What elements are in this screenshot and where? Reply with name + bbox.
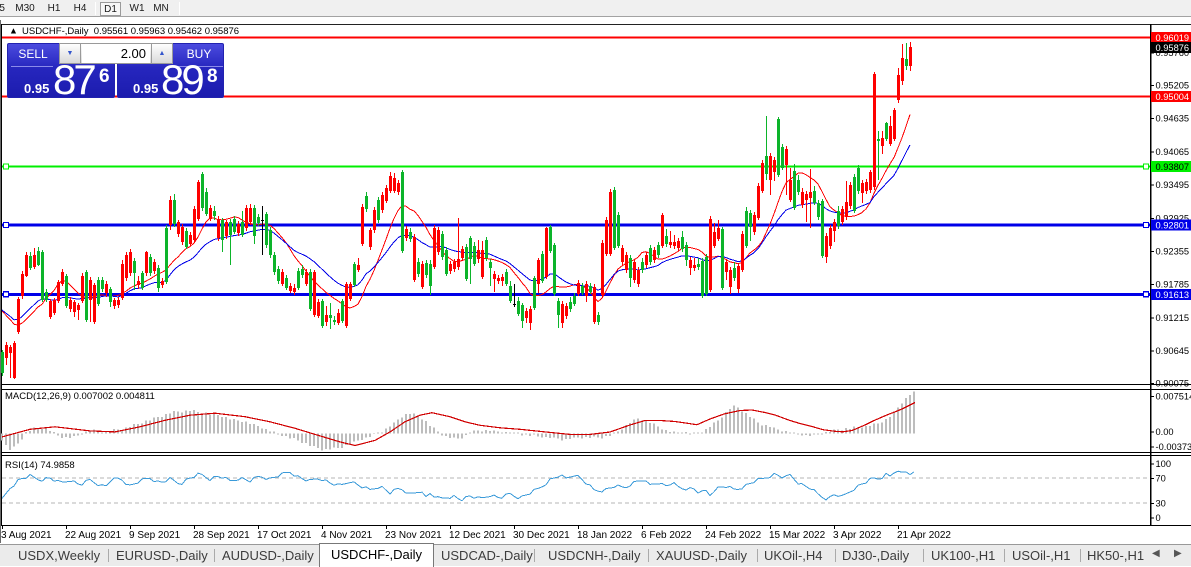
svg-text:0.94635: 0.94635 (1156, 114, 1190, 124)
svg-text:24 Feb 2022: 24 Feb 2022 (705, 530, 762, 541)
svg-text:0.96019: 0.96019 (1156, 33, 1190, 43)
svg-text:23 Nov 2021: 23 Nov 2021 (385, 530, 442, 541)
svg-text:6 Feb 2022: 6 Feb 2022 (641, 530, 692, 541)
svg-text:0.91785: 0.91785 (1156, 280, 1190, 290)
svg-text:28 Sep 2021: 28 Sep 2021 (193, 530, 250, 541)
svg-text:0.92355: 0.92355 (1156, 247, 1190, 257)
svg-text:12 Dec 2021: 12 Dec 2021 (449, 530, 506, 541)
svg-text:0.91215: 0.91215 (1156, 313, 1190, 323)
svg-text:USDCHF-,Daily 0.95561 0.95963: USDCHF-,Daily 0.95561 0.95963 0.95462 0.… (22, 26, 239, 37)
svg-text:21 Apr 2022: 21 Apr 2022 (897, 530, 951, 541)
svg-text:100: 100 (1156, 459, 1172, 469)
svg-text:0.90645: 0.90645 (1156, 346, 1190, 356)
svg-text:0.93807: 0.93807 (1156, 162, 1190, 172)
svg-text:30 Dec 2021: 30 Dec 2021 (513, 530, 570, 541)
svg-text:0.94065: 0.94065 (1156, 147, 1190, 157)
svg-text:-0.00373: -0.00373 (1156, 442, 1191, 452)
svg-text:30: 30 (1156, 499, 1166, 509)
svg-text:70: 70 (1156, 474, 1166, 484)
svg-text:9 Sep 2021: 9 Sep 2021 (129, 530, 181, 541)
svg-text:0.90075: 0.90075 (1156, 379, 1190, 389)
svg-text:0: 0 (1156, 513, 1161, 523)
svg-text:3 Aug 2021: 3 Aug 2021 (1, 530, 52, 541)
svg-text:15 Mar 2022: 15 Mar 2022 (769, 530, 826, 541)
svg-text:0.92801: 0.92801 (1156, 221, 1190, 231)
svg-text:MACD(12,26,9) 0.007002 0.00481: MACD(12,26,9) 0.007002 0.004811 (5, 391, 155, 402)
svg-text:RSI(14) 74.9858: RSI(14) 74.9858 (5, 460, 75, 471)
svg-text:▲: ▲ (9, 26, 18, 36)
svg-text:0.95004: 0.95004 (1156, 92, 1190, 102)
svg-text:0.95205: 0.95205 (1156, 80, 1190, 90)
svg-text:0.007514: 0.007514 (1156, 391, 1191, 401)
svg-text:0.93495: 0.93495 (1156, 180, 1190, 190)
svg-text:22 Aug 2021: 22 Aug 2021 (65, 530, 122, 541)
svg-text:0.00: 0.00 (1156, 427, 1174, 437)
svg-text:0.91613: 0.91613 (1156, 290, 1190, 300)
svg-text:3 Apr 2022: 3 Apr 2022 (833, 530, 882, 541)
svg-text:17 Oct 2021: 17 Oct 2021 (257, 530, 312, 541)
svg-text:18 Jan 2022: 18 Jan 2022 (577, 530, 632, 541)
svg-text:4 Nov 2021: 4 Nov 2021 (321, 530, 373, 541)
svg-text:0.95876: 0.95876 (1156, 43, 1190, 53)
